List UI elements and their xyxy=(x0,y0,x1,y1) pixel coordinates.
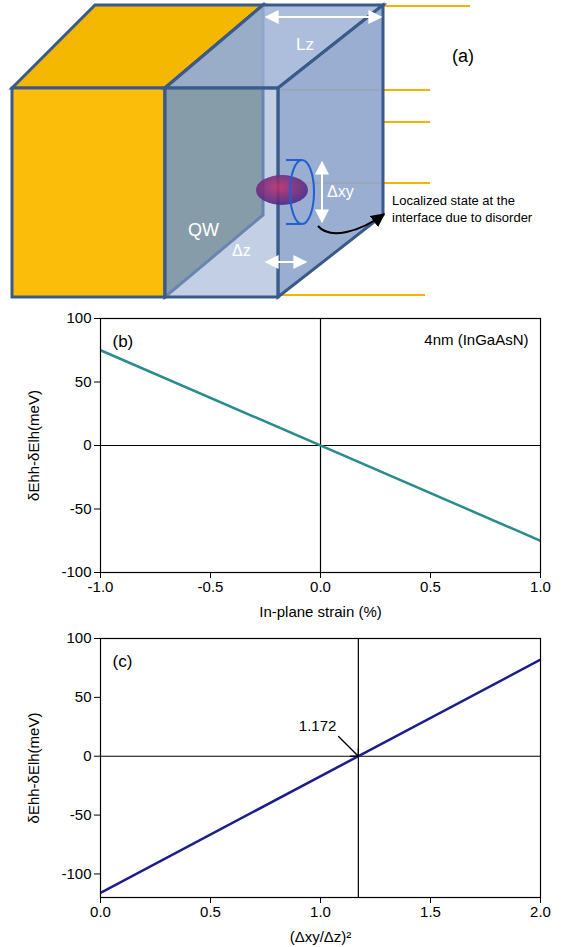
svg-text:-0.5: -0.5 xyxy=(198,578,224,595)
svg-text:1.0: 1.0 xyxy=(310,903,331,920)
svg-text:QW: QW xyxy=(188,220,219,240)
svg-text:0.5: 0.5 xyxy=(200,903,221,920)
svg-text:100: 100 xyxy=(66,309,91,326)
svg-text:-50: -50 xyxy=(70,806,92,823)
svg-text:50: 50 xyxy=(75,373,92,390)
svg-text:In-plane strain (%): In-plane strain (%) xyxy=(259,603,382,620)
svg-text:0.5: 0.5 xyxy=(420,578,441,595)
svg-text:2.0: 2.0 xyxy=(530,903,551,920)
svg-text:4nm (InGaAsN): 4nm (InGaAsN) xyxy=(424,331,528,348)
svg-text:1.172: 1.172 xyxy=(299,717,337,734)
svg-text:1.0: 1.0 xyxy=(530,578,551,595)
svg-text:(c): (c) xyxy=(113,652,133,671)
svg-text:0: 0 xyxy=(83,436,91,453)
svg-text:(a): (a) xyxy=(452,46,474,66)
svg-text:(b): (b) xyxy=(113,332,134,351)
svg-text:0: 0 xyxy=(83,747,91,764)
svg-text:interface due to disorder: interface due to disorder xyxy=(392,210,533,225)
svg-text:-1.0: -1.0 xyxy=(88,578,114,595)
svg-text:100: 100 xyxy=(66,629,91,646)
svg-text:Δz: Δz xyxy=(232,242,251,259)
svg-text:0.0: 0.0 xyxy=(310,578,331,595)
svg-text:Localized state at the: Localized state at the xyxy=(392,193,515,208)
svg-text:0.0: 0.0 xyxy=(90,903,111,920)
svg-text:-100: -100 xyxy=(61,865,91,882)
svg-text:-100: -100 xyxy=(61,563,92,581)
svg-text:50: 50 xyxy=(75,688,92,705)
svg-text:δEhh-δElh(meV): δEhh-δElh(meV) xyxy=(25,713,42,824)
svg-text:Lz: Lz xyxy=(296,35,314,54)
svg-text:-50: -50 xyxy=(70,500,92,517)
svg-text:Δxy: Δxy xyxy=(327,183,354,200)
svg-text:1.5: 1.5 xyxy=(420,903,441,920)
svg-text:(Δxy/Δz)²: (Δxy/Δz)² xyxy=(290,928,352,945)
svg-text:δEhh-δElh(meV): δEhh-δElh(meV) xyxy=(25,390,42,501)
